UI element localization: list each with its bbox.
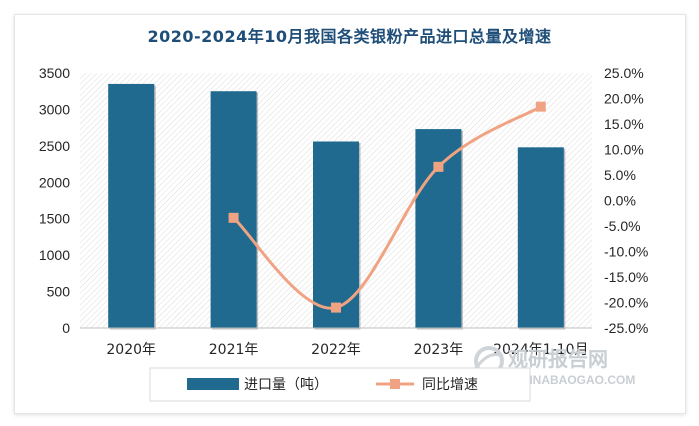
bar [210, 91, 257, 328]
y-left-tick-label: 3500 [39, 65, 70, 81]
growth-line-series [228, 101, 546, 313]
legend-line-marker [390, 379, 400, 389]
x-tick-label: 2022年 [311, 342, 361, 358]
y-right-tick-label: -15.0% [604, 269, 648, 285]
legend: 进口量（吨） 同比增速 [149, 367, 531, 402]
y-left-tick-label: 2000 [39, 174, 70, 190]
growth-point [331, 302, 341, 313]
y-axis-left: 0 500 1000 1500 2000 2500 3000 3500 [39, 65, 70, 336]
x-tick-label: 2023年 [414, 342, 464, 358]
x-tick-label: 2024年1-10月 [493, 342, 588, 358]
y-left-tick-label: 1500 [39, 211, 70, 227]
y-left-tick-label: 3000 [39, 101, 70, 117]
watermark: 观研报告网 CHINABAOGAO.COM [474, 346, 635, 387]
y-right-tick-label: 20.0% [604, 91, 644, 107]
legend-bar-swatch [187, 378, 239, 390]
watermark-subtext: CHINABAOGAO.COM [512, 373, 635, 387]
watermark-text: 观研报告网 [508, 347, 608, 371]
x-axis: 2020年 2021年 2022年 2023年 2024年1-10月 [80, 327, 592, 358]
bar [313, 141, 359, 328]
y-left-tick-label: 2500 [39, 138, 70, 154]
growth-point [535, 101, 546, 112]
y-right-tick-label: -5.0% [604, 218, 641, 234]
legend-bar-label: 进口量（吨） [244, 377, 328, 393]
bar [108, 83, 155, 328]
y-right-tick-label: -10.0% [604, 244, 648, 260]
y-left-tick-label: 500 [47, 284, 71, 300]
growth-line [232, 105, 542, 310]
bar [415, 129, 462, 328]
y-right-tick-label: 15.0% [604, 116, 644, 132]
legend-line-label: 同比增速 [422, 377, 478, 393]
y-right-tick-label: -20.0% [604, 295, 648, 311]
y-axis-right: -25.0% -20.0% -15.0% -10.0% -5.0% 0.0% 5.0% 10.… [604, 65, 648, 336]
y-right-tick-label: -25.0% [604, 320, 648, 336]
y-left-tick-label: 1000 [39, 247, 70, 263]
chart-title: 2020-2024年10月我国各类银粉产品进口总量及增速 [147, 27, 552, 46]
x-tick-label: 2021年 [209, 342, 259, 358]
y-right-tick-label: 0.0% [604, 193, 636, 209]
x-tick-label: 2020年 [106, 342, 156, 358]
growth-point [228, 212, 239, 223]
bar [517, 147, 564, 328]
growth-point [433, 161, 444, 172]
y-right-tick-label: 25.0% [604, 65, 644, 81]
y-left-tick-label: 0 [62, 320, 70, 336]
y-right-tick-label: 5.0% [604, 167, 636, 183]
bar-series [108, 83, 566, 330]
y-right-tick-label: 10.0% [604, 142, 644, 158]
legend-line-swatch [376, 379, 414, 389]
